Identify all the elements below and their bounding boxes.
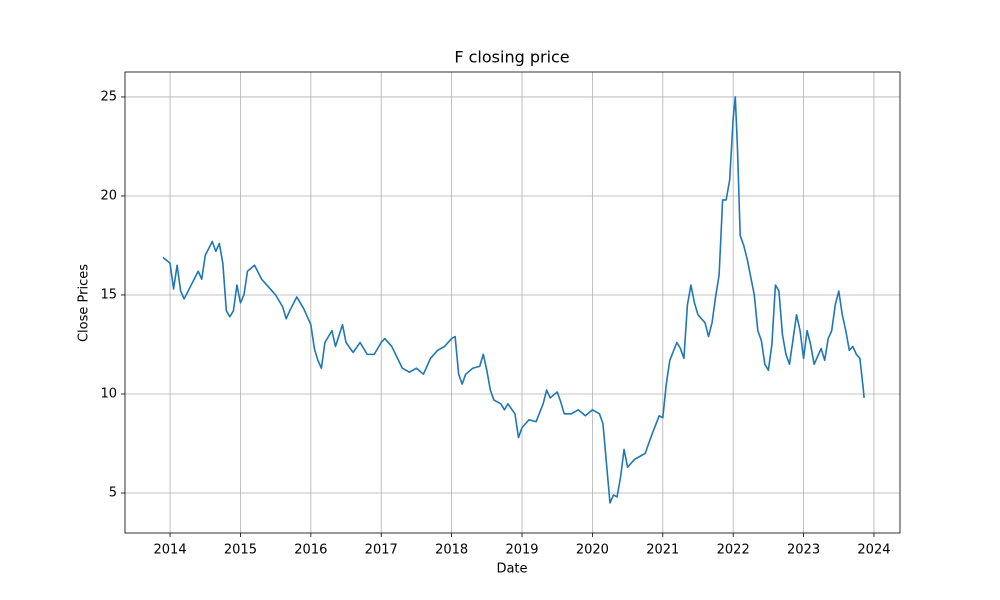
x-tick-label: 2016: [294, 543, 327, 558]
x-tick-label: 2021: [646, 543, 679, 558]
plot-frame: [124, 71, 901, 534]
x-tick-label: 2018: [435, 543, 468, 558]
y-tick-label: 15: [100, 287, 117, 302]
x-axis-label: Date: [496, 562, 527, 577]
price-line: [162, 96, 865, 504]
x-tick-label: 2014: [154, 543, 187, 558]
x-tick-label: 2019: [505, 543, 538, 558]
y-axis-label: Close Prices: [77, 264, 92, 342]
y-tick-label: 5: [109, 485, 117, 500]
y-tick-label: 20: [100, 188, 117, 203]
x-tick-label: 2024: [857, 543, 890, 558]
y-tick-label: 25: [100, 89, 117, 104]
x-tick-label: 2023: [787, 543, 820, 558]
x-tick-label: 2015: [224, 543, 257, 558]
x-tick-label: 2022: [717, 543, 750, 558]
chart-title: F closing price: [454, 48, 569, 67]
y-tick-label: 10: [100, 386, 117, 401]
x-tick-label: 2020: [576, 543, 609, 558]
x-tick-label: 2017: [365, 543, 398, 558]
